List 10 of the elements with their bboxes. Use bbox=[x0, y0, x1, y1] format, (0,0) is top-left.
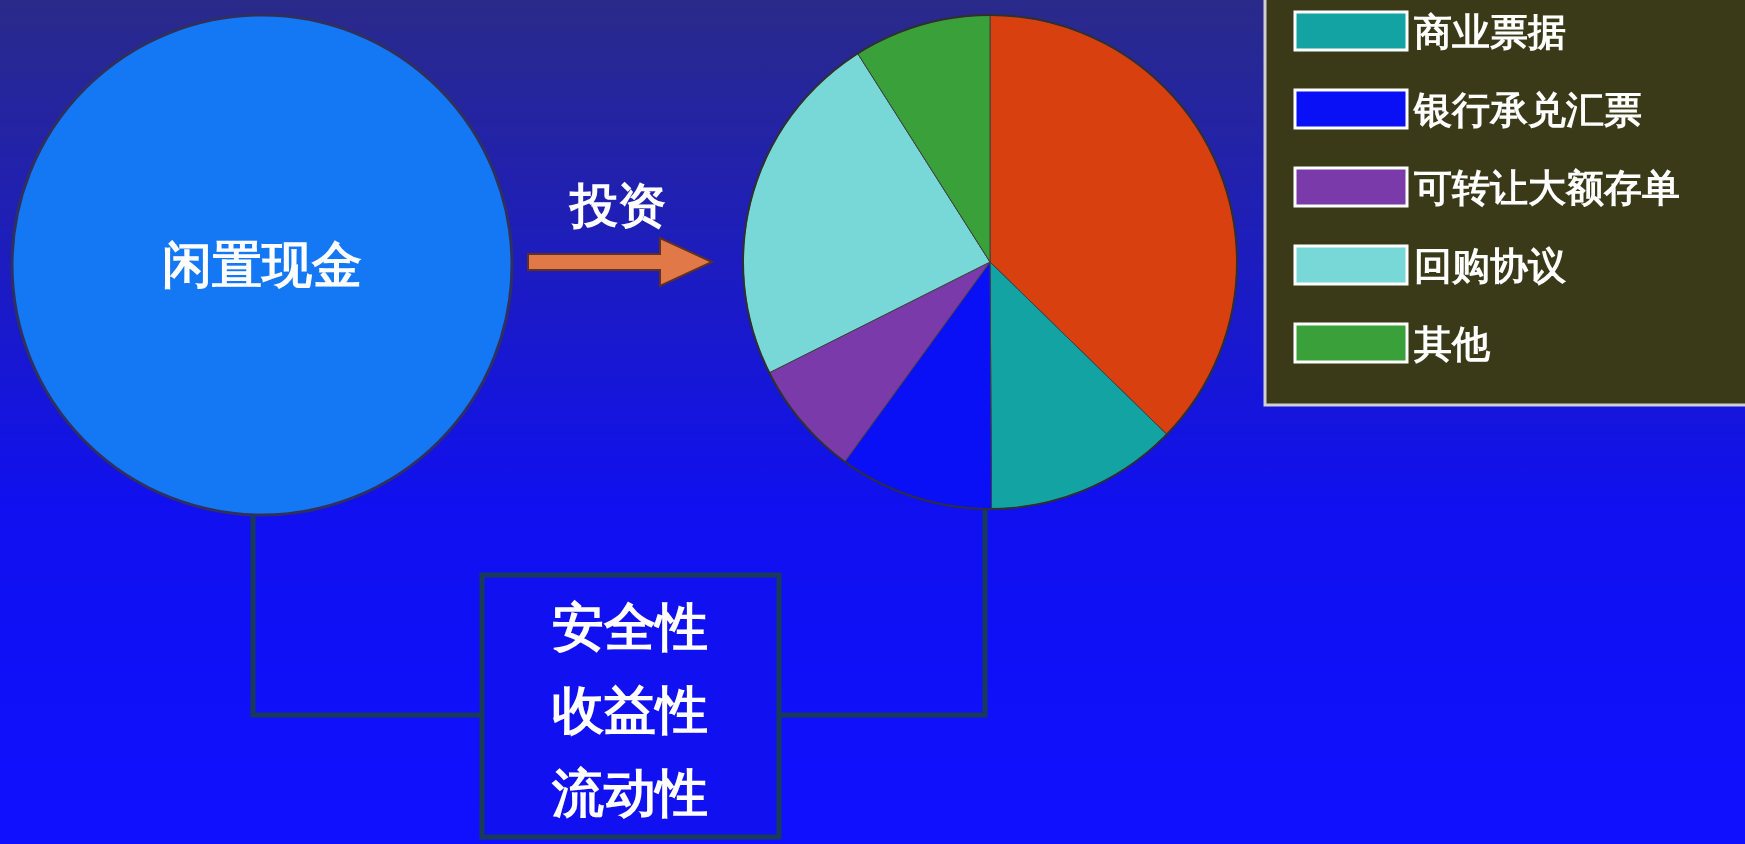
legend-label: 其他 bbox=[1413, 321, 1491, 366]
legend-label: 回购协议 bbox=[1414, 243, 1567, 288]
text: 流动性 bbox=[551, 762, 708, 823]
text: 投资 bbox=[568, 177, 666, 233]
legend-label: 可转让大额存单 bbox=[1414, 165, 1680, 210]
legend-label: 商业票据 bbox=[1414, 9, 1566, 54]
legend-label: 银行承兑汇票 bbox=[1412, 87, 1642, 132]
text: 收益性 bbox=[552, 679, 708, 740]
text: 安全性 bbox=[552, 596, 708, 657]
text: 闲置现金 bbox=[162, 235, 362, 294]
